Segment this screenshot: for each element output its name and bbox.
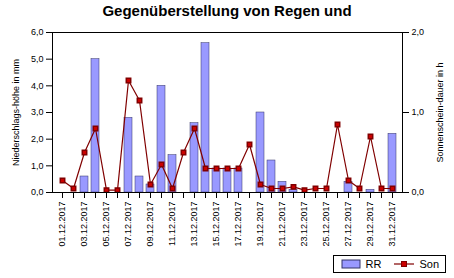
svg-text:07.12.2017: 07.12.2017	[123, 202, 133, 247]
svg-text:0,0: 0,0	[31, 187, 44, 197]
svg-text:5,0: 5,0	[31, 54, 44, 64]
svg-text:Niederschlags-höhe in mm: Niederschlags-höhe in mm	[11, 59, 21, 166]
svg-text:03.12.2017: 03.12.2017	[79, 202, 89, 247]
svg-text:2,0: 2,0	[412, 27, 425, 37]
svg-text:15.12.2017: 15.12.2017	[211, 202, 221, 247]
html-text:Gegenüberstellung von Regen un: Gegenüberstellung von Regen und	[102, 2, 352, 19]
svg-text:3,0: 3,0	[31, 107, 44, 117]
svg-text:29.12.2017: 29.12.2017	[365, 202, 375, 247]
svg-text:11.12.2017: 11.12.2017	[167, 202, 177, 246]
svg-text:Sonnenschein-dauer in h: Sonnenschein-dauer in h	[435, 62, 445, 162]
svg-text:25.12.2017: 25.12.2017	[321, 202, 331, 247]
svg-text:6,0: 6,0	[31, 27, 44, 37]
svg-text:27.12.2017: 27.12.2017	[343, 202, 353, 247]
svg-text:2,0: 2,0	[31, 134, 44, 144]
html-text:Son: Son	[419, 258, 439, 270]
svg-text:1,0: 1,0	[412, 107, 425, 117]
svg-text:0,0: 0,0	[412, 187, 425, 197]
svg-text:13.12.2017: 13.12.2017	[189, 202, 199, 247]
svg-text:1,0: 1,0	[31, 161, 44, 171]
svg-text:23.12.2017: 23.12.2017	[299, 202, 309, 247]
svg-text:31.12.2017: 31.12.2017	[387, 202, 397, 247]
svg-text:21.12.2017: 21.12.2017	[277, 202, 287, 247]
svg-text:01.12.2017: 01.12.2017	[57, 202, 67, 247]
html-text:RR: RR	[365, 258, 382, 270]
svg-text:05.12.2017: 05.12.2017	[101, 202, 111, 247]
svg-text:19.12.2017: 19.12.2017	[255, 202, 265, 247]
svg-text:17.12.2017: 17.12.2017	[233, 202, 243, 247]
svg-text:09.12.2017: 09.12.2017	[145, 202, 155, 247]
svg-text:4,0: 4,0	[31, 81, 44, 91]
